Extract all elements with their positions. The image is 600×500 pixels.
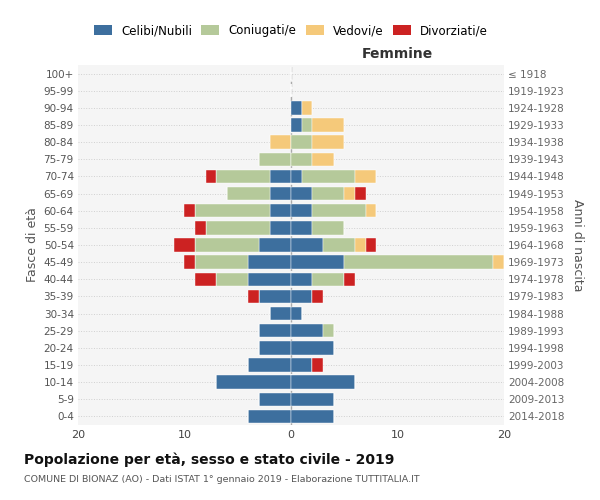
Bar <box>355 170 376 183</box>
Bar <box>248 358 291 372</box>
Bar <box>291 341 334 354</box>
Bar <box>259 238 291 252</box>
Bar <box>259 341 291 354</box>
Bar <box>355 238 365 252</box>
Bar <box>493 256 504 269</box>
Bar <box>291 358 313 372</box>
Bar <box>248 410 291 423</box>
Bar <box>227 187 270 200</box>
Bar <box>291 392 334 406</box>
Bar <box>248 290 259 303</box>
Bar <box>313 272 344 286</box>
Bar <box>291 256 344 269</box>
Text: Femmine: Femmine <box>362 48 433 62</box>
Bar <box>291 290 313 303</box>
Bar <box>344 187 355 200</box>
Bar <box>313 204 365 218</box>
Bar <box>313 187 344 200</box>
Bar <box>291 118 302 132</box>
Bar <box>259 152 291 166</box>
Bar <box>291 410 334 423</box>
Bar <box>291 238 323 252</box>
Bar <box>195 272 217 286</box>
Bar <box>291 307 302 320</box>
Bar <box>323 238 355 252</box>
Bar <box>302 101 312 114</box>
Bar <box>259 392 291 406</box>
Y-axis label: Fasce di età: Fasce di età <box>26 208 40 282</box>
Bar <box>291 221 313 234</box>
Bar <box>291 152 313 166</box>
Bar <box>206 170 217 183</box>
Bar <box>302 118 312 132</box>
Bar <box>217 272 248 286</box>
Bar <box>195 221 206 234</box>
Text: COMUNE DI BIONAZ (AO) - Dati ISTAT 1° gennaio 2019 - Elaborazione TUTTITALIA.IT: COMUNE DI BIONAZ (AO) - Dati ISTAT 1° ge… <box>24 475 419 484</box>
Bar <box>291 136 313 149</box>
Y-axis label: Anni di nascita: Anni di nascita <box>571 198 584 291</box>
Bar <box>217 376 291 389</box>
Bar <box>248 256 291 269</box>
Bar <box>270 204 291 218</box>
Legend: Celibi/Nubili, Coniugati/e, Vedovi/e, Divorziati/e: Celibi/Nubili, Coniugati/e, Vedovi/e, Di… <box>94 24 488 37</box>
Bar <box>355 187 365 200</box>
Bar <box>270 136 291 149</box>
Bar <box>504 256 526 269</box>
Bar <box>291 376 355 389</box>
Bar <box>291 324 323 338</box>
Bar <box>270 187 291 200</box>
Bar <box>259 324 291 338</box>
Bar <box>217 170 270 183</box>
Bar <box>185 204 195 218</box>
Bar <box>313 152 334 166</box>
Bar <box>291 272 313 286</box>
Bar <box>185 256 195 269</box>
Text: Popolazione per età, sesso e stato civile - 2019: Popolazione per età, sesso e stato civil… <box>24 452 394 467</box>
Bar <box>365 204 376 218</box>
Bar <box>270 221 291 234</box>
Bar <box>195 238 259 252</box>
Bar <box>313 136 344 149</box>
Bar <box>248 272 291 286</box>
Bar <box>270 170 291 183</box>
Bar <box>291 170 302 183</box>
Bar <box>206 221 270 234</box>
Bar <box>302 170 355 183</box>
Bar <box>174 238 195 252</box>
Bar <box>313 358 323 372</box>
Bar <box>313 290 323 303</box>
Bar <box>270 307 291 320</box>
Bar <box>313 118 344 132</box>
Bar <box>195 256 248 269</box>
Bar <box>291 204 313 218</box>
Bar <box>313 221 344 234</box>
Bar <box>365 238 376 252</box>
Bar <box>344 272 355 286</box>
Bar <box>195 204 270 218</box>
Bar <box>323 324 334 338</box>
Bar <box>344 256 493 269</box>
Bar <box>291 187 313 200</box>
Bar <box>259 290 291 303</box>
Bar <box>291 101 302 114</box>
